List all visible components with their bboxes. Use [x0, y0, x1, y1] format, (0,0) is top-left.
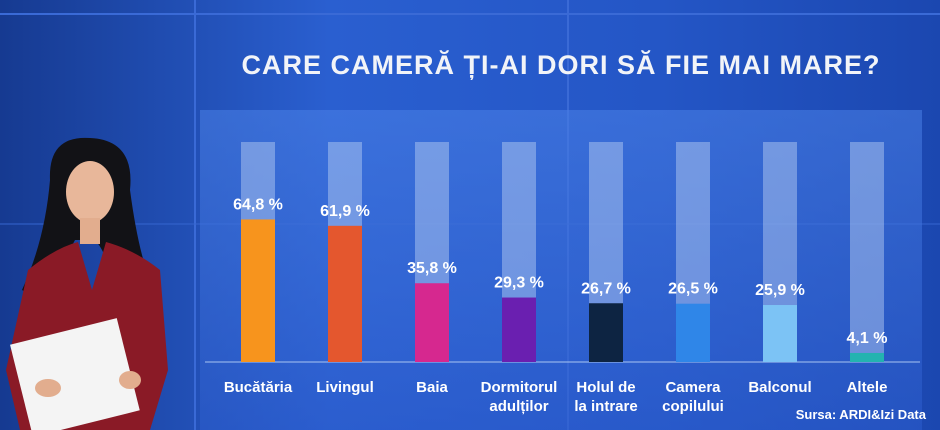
chart-source: Sursa: ARDI&Izi Data: [795, 407, 926, 422]
bar: [502, 297, 536, 362]
category-label: Livingul: [316, 379, 374, 396]
presenter-neck: [80, 218, 100, 244]
bar: [241, 219, 275, 362]
data-label: 35,8 %: [407, 260, 457, 277]
category-label: Balconul: [748, 379, 811, 396]
data-label: 29,3 %: [494, 275, 544, 292]
bar-track: [850, 142, 884, 362]
data-label: 4,1 %: [847, 330, 888, 347]
data-label: 26,7 %: [581, 280, 631, 297]
data-label: 26,5 %: [668, 281, 718, 298]
chart-panel: [200, 110, 922, 430]
bar: [850, 352, 884, 362]
category-label: Dormitorul adulților: [481, 379, 558, 415]
presenter-figure: [6, 137, 168, 430]
bar: [589, 303, 623, 362]
bar: [763, 305, 797, 362]
presenter-hand: [119, 371, 141, 389]
bar: [676, 303, 710, 362]
presenter-face: [66, 161, 114, 223]
category-label: Altele: [847, 379, 888, 396]
category-label: Camera copilului: [662, 379, 724, 415]
category-label: Holul de la intrare: [574, 379, 637, 415]
presenter-paper: [10, 318, 140, 430]
category-label: Baia: [416, 379, 448, 396]
chart-title: CARE CAMERĂ ȚI-AI DORI SĂ FIE MAI MARE?: [241, 50, 881, 80]
bar: [415, 283, 449, 362]
bar: [328, 225, 362, 362]
data-label: 25,9 %: [755, 282, 805, 299]
category-label: Bucătăria: [224, 379, 293, 396]
data-label: 64,8 %: [233, 196, 283, 213]
presenter-hand: [35, 379, 61, 397]
data-label: 61,9 %: [320, 203, 370, 220]
